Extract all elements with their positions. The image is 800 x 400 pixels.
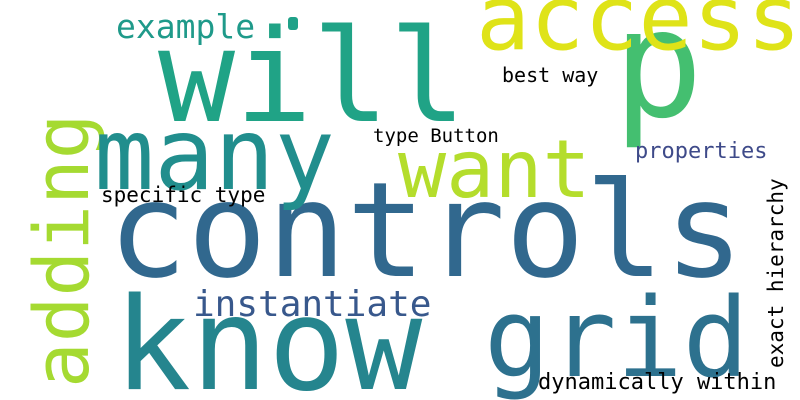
- word-specific-type: specific type: [101, 183, 266, 207]
- stray-dot: [288, 17, 298, 30]
- word-best-way: best way: [502, 63, 599, 87]
- word-example: example: [116, 7, 256, 46]
- word-type-button: type Button: [373, 125, 499, 147]
- word-controls: controls: [108, 154, 744, 308]
- word-dynamically-within: dynamically within: [538, 370, 777, 395]
- word-access: access: [476, 0, 800, 71]
- word-adding: adding: [17, 113, 106, 388]
- word-will: will: [158, 3, 467, 152]
- word-grid: grid: [484, 274, 749, 400]
- word-know: know: [114, 271, 423, 400]
- word-exact-hierarchy: exact hierarchy: [764, 178, 788, 368]
- word-many: many: [94, 96, 335, 213]
- word-properties: properties: [635, 139, 768, 164]
- word-p: p: [613, 0, 704, 152]
- word-instantiate: instantiate: [193, 284, 432, 325]
- word-want: want: [398, 123, 591, 216]
